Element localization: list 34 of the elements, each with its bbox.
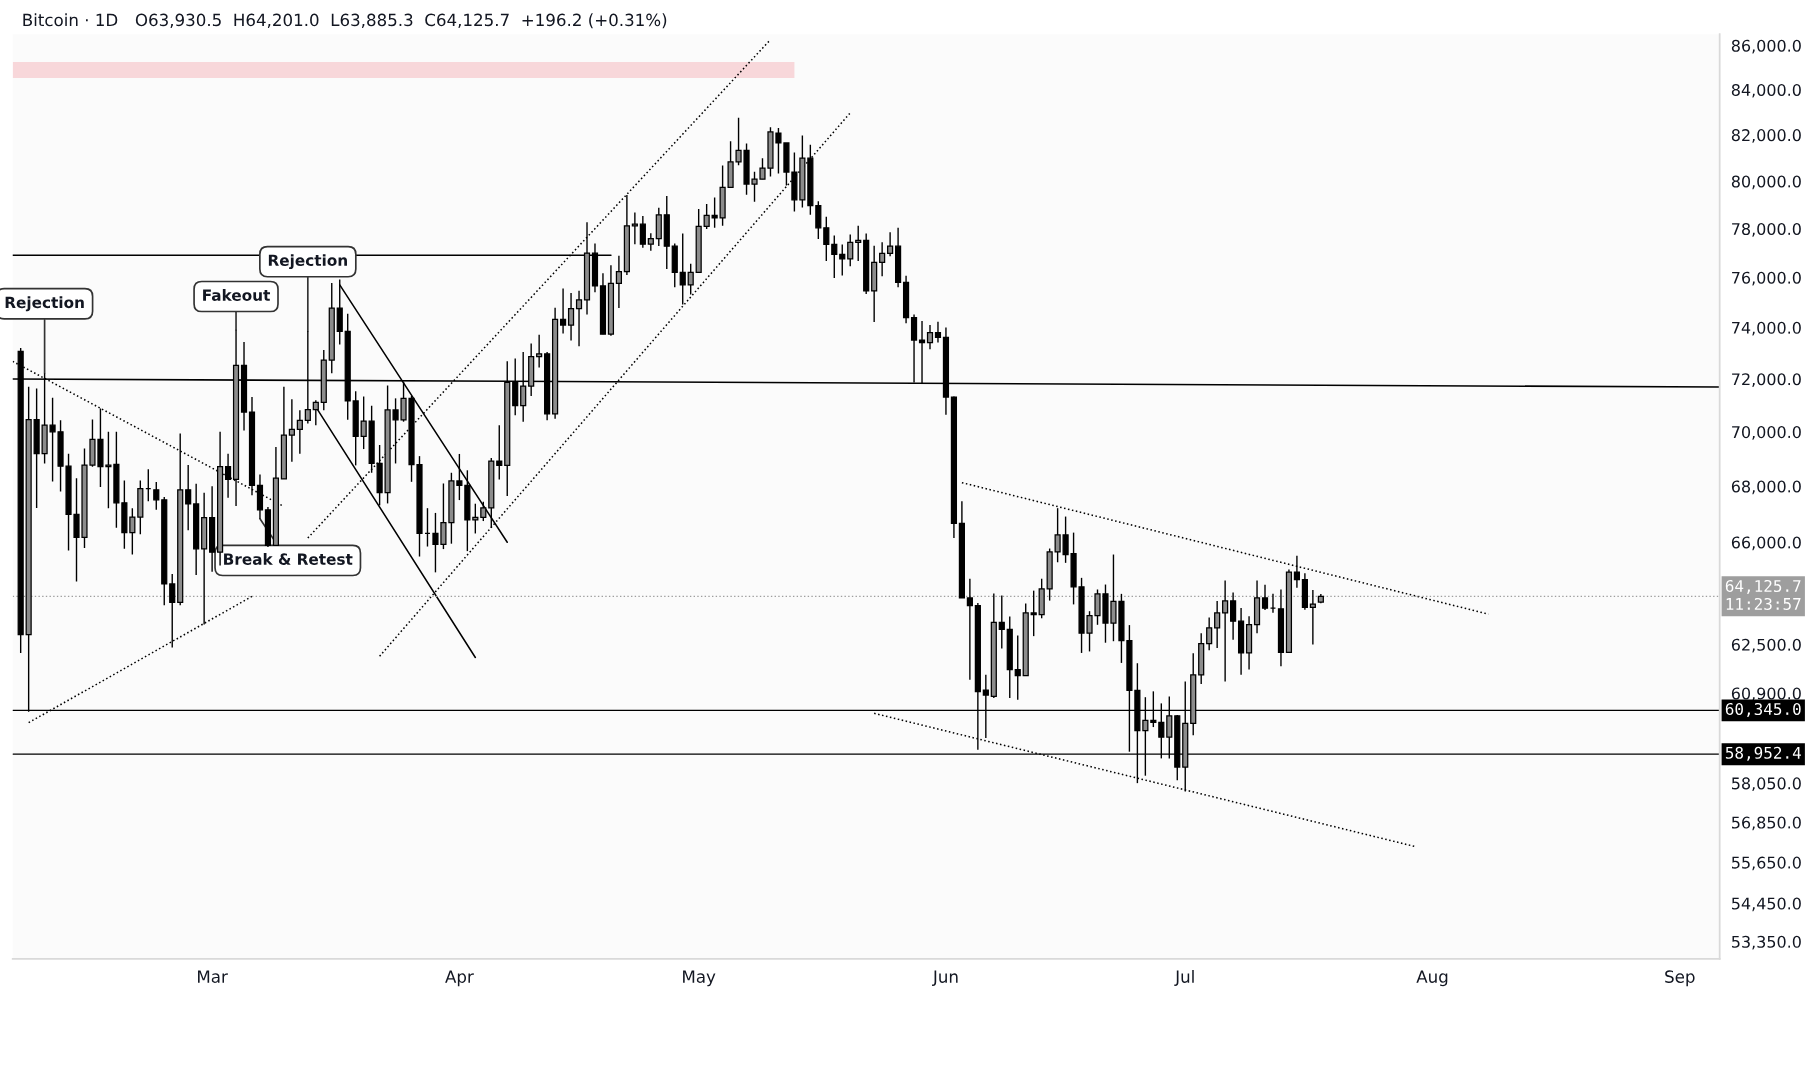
y-tick-label: 84,000.0 bbox=[1731, 83, 1801, 98]
y-tick-label: 58,050.0 bbox=[1732, 777, 1801, 792]
y-tick-label: 86,000.0 bbox=[1731, 39, 1801, 54]
y-tick-label: 70,000.0 bbox=[1732, 426, 1801, 440]
chart-subtitle: O63,930.5 H64,201.0 L63,885.3 C64,125.7 +196.2 (+0.31%) bbox=[135, 13, 667, 29]
ref-line-label: 64,125.7 11:23:57 bbox=[1725, 579, 1801, 610]
y-tick-label: 62,500.0 bbox=[1731, 638, 1801, 653]
y-tick-label: 74,000.0 bbox=[1732, 321, 1801, 336]
x-tick-label: Jun bbox=[932, 970, 958, 986]
y-tick-label: 60,900.0 bbox=[1731, 687, 1801, 702]
x-tick-label: Jul bbox=[1174, 970, 1194, 986]
y-tick-label: 55,650.0 bbox=[1732, 856, 1801, 871]
annotation: Fakeout bbox=[203, 289, 271, 301]
y-tick-label: 56,850.0 bbox=[1732, 816, 1801, 831]
annotation: Break & Retest bbox=[224, 553, 353, 565]
y-tick-label: 80,000.0 bbox=[1731, 175, 1801, 190]
y-tick-label: 53,350.0 bbox=[1732, 935, 1801, 950]
y-tick-label: 78,000.0 bbox=[1732, 222, 1801, 237]
x-tick-label: Apr bbox=[445, 970, 474, 987]
ref-line-label: 60,345.0 bbox=[1725, 702, 1801, 718]
x-tick-label: Sep bbox=[1665, 970, 1695, 987]
x-tick-label: Mar bbox=[198, 970, 228, 983]
chart-title: Bitcoin · 1D bbox=[23, 13, 118, 27]
y-tick-label: 68,000.0 bbox=[1731, 480, 1801, 495]
ref-line-label: 58,952.4 bbox=[1725, 746, 1801, 761]
annotation: Rejection bbox=[268, 254, 347, 270]
y-tick-label: 82,000.0 bbox=[1731, 129, 1801, 143]
x-tick-label: Aug bbox=[1416, 970, 1448, 987]
y-tick-label: 66,000.0 bbox=[1731, 536, 1801, 551]
y-tick-label: 72,000.0 bbox=[1732, 373, 1801, 387]
y-tick-label: 76,000.0 bbox=[1732, 271, 1801, 286]
x-tick-label: May bbox=[683, 970, 716, 987]
y-tick-label: 54,450.0 bbox=[1732, 897, 1801, 912]
annotation: Rejection bbox=[5, 296, 84, 312]
